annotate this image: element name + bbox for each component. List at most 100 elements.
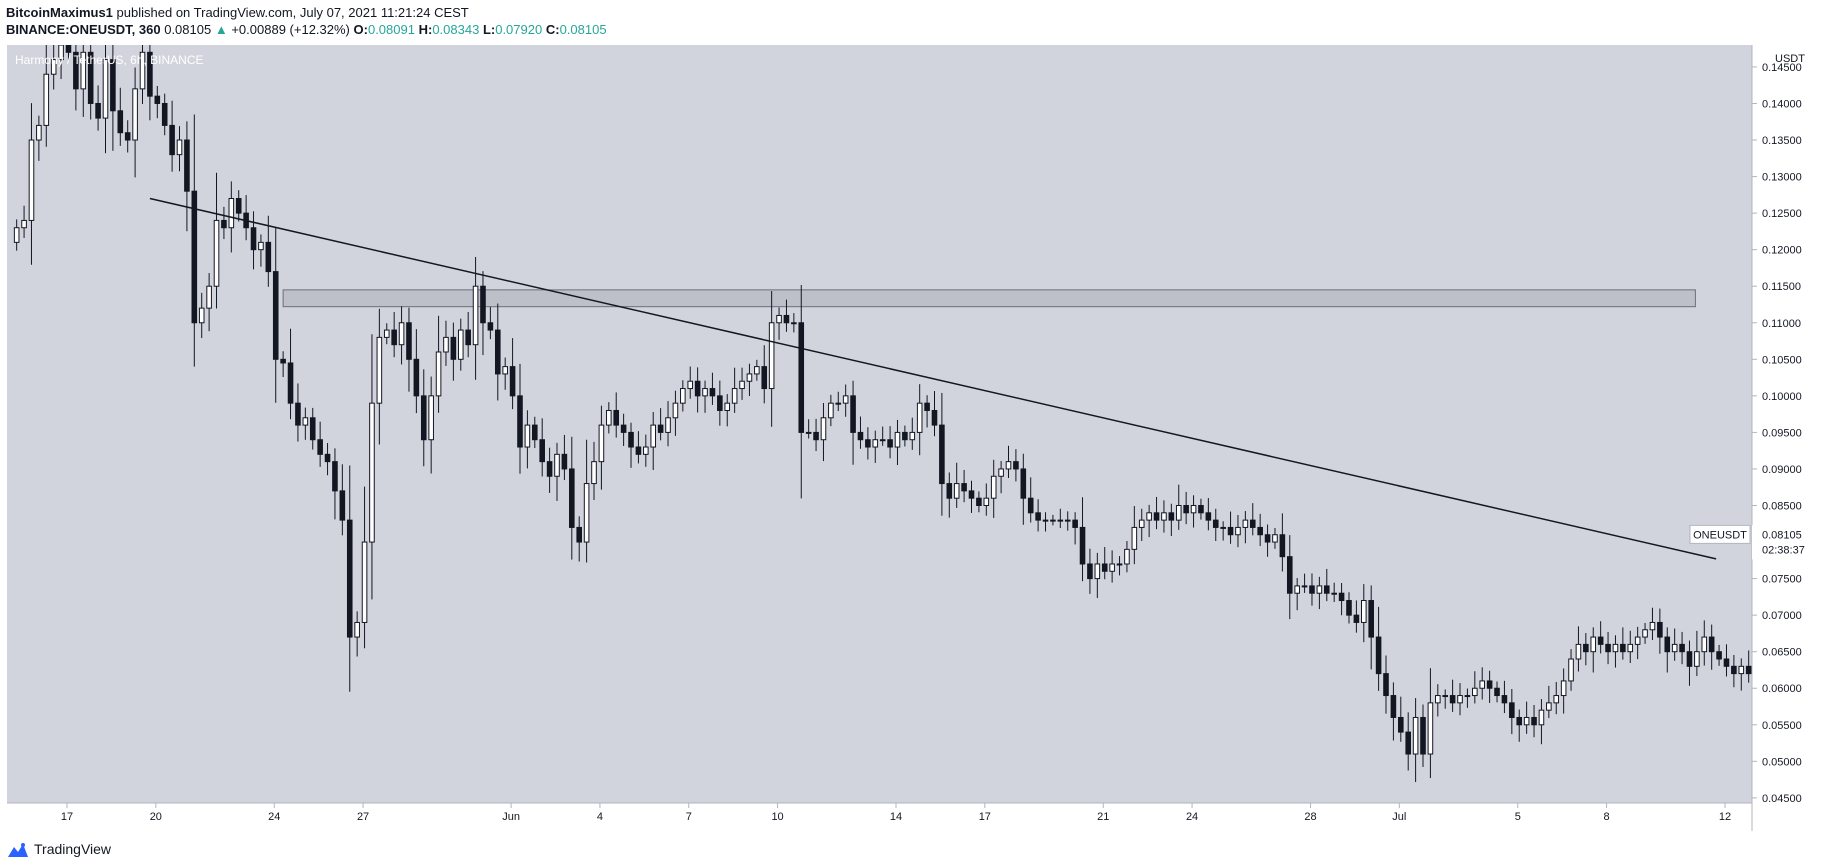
candle[interactable]: [361, 486, 368, 649]
candle[interactable]: [1731, 654, 1737, 688]
candle[interactable]: [746, 363, 753, 396]
candle[interactable]: [1427, 668, 1434, 779]
candle[interactable]: [1383, 655, 1389, 714]
candle[interactable]: [709, 372, 716, 405]
candle[interactable]: [265, 215, 272, 287]
candle[interactable]: [1183, 491, 1189, 525]
candle[interactable]: [835, 391, 842, 412]
candle[interactable]: [606, 402, 612, 434]
candle[interactable]: [1449, 679, 1456, 712]
candle[interactable]: [1649, 607, 1656, 640]
candle[interactable]: [813, 418, 819, 452]
candle[interactable]: [13, 219, 20, 251]
candle[interactable]: [665, 401, 671, 447]
candle[interactable]: [946, 472, 953, 518]
candle[interactable]: [717, 380, 723, 426]
candle[interactable]: [450, 322, 457, 381]
candle[interactable]: [1235, 514, 1241, 548]
candle[interactable]: [398, 306, 405, 365]
candle[interactable]: [894, 419, 901, 466]
candle[interactable]: [546, 447, 553, 493]
candle[interactable]: [1309, 573, 1315, 606]
candle[interactable]: [850, 380, 856, 465]
candle[interactable]: [805, 419, 812, 439]
candle[interactable]: [184, 121, 190, 232]
candle[interactable]: [598, 405, 605, 490]
candle[interactable]: [561, 434, 568, 481]
candle[interactable]: [406, 307, 412, 392]
candle[interactable]: [1657, 608, 1663, 654]
candle[interactable]: [865, 427, 871, 460]
candle[interactable]: [457, 318, 464, 371]
candle[interactable]: [1242, 511, 1249, 544]
candle[interactable]: [1346, 592, 1352, 624]
candle[interactable]: [1353, 600, 1360, 633]
candle[interactable]: [443, 320, 449, 366]
candle[interactable]: [110, 41, 116, 151]
candle[interactable]: [1109, 550, 1115, 583]
candle[interactable]: [931, 391, 938, 437]
candle[interactable]: [524, 410, 531, 469]
candle[interactable]: [554, 442, 560, 501]
candle[interactable]: [324, 443, 331, 476]
candle[interactable]: [198, 292, 205, 339]
candle[interactable]: [95, 85, 101, 131]
candle[interactable]: [783, 299, 790, 332]
candle[interactable]: [1620, 627, 1626, 660]
candle[interactable]: [1701, 620, 1708, 666]
candle[interactable]: [235, 190, 242, 222]
candle[interactable]: [643, 434, 649, 467]
candle[interactable]: [413, 329, 420, 414]
candle[interactable]: [1708, 624, 1715, 670]
candle[interactable]: [953, 462, 960, 508]
candle[interactable]: [147, 23, 153, 121]
candle[interactable]: [1138, 508, 1145, 542]
candle[interactable]: [983, 483, 990, 516]
candle[interactable]: [1605, 631, 1611, 665]
candle[interactable]: [776, 307, 782, 340]
candle[interactable]: [80, 33, 87, 117]
candle[interactable]: [569, 436, 575, 560]
candle[interactable]: [1575, 626, 1582, 672]
candle[interactable]: [272, 228, 279, 403]
candle[interactable]: [761, 345, 768, 404]
candle[interactable]: [1516, 709, 1523, 742]
candle[interactable]: [687, 366, 694, 399]
candle[interactable]: [391, 312, 397, 358]
resistance-zone[interactable]: [282, 289, 1696, 308]
plot-area[interactable]: [7, 45, 1752, 803]
candle[interactable]: [1360, 584, 1367, 643]
candle[interactable]: [1671, 628, 1678, 661]
candle[interactable]: [1094, 552, 1101, 599]
candle[interactable]: [295, 383, 301, 442]
candle[interactable]: [872, 430, 879, 463]
candle[interactable]: [650, 411, 657, 471]
candle[interactable]: [1442, 689, 1449, 709]
candle[interactable]: [1301, 573, 1308, 593]
candle[interactable]: [909, 417, 916, 450]
candle[interactable]: [494, 303, 501, 401]
candle[interactable]: [509, 338, 516, 410]
candle[interactable]: [435, 315, 442, 413]
candle[interactable]: [1264, 524, 1271, 557]
candle[interactable]: [1634, 626, 1641, 660]
candle[interactable]: [1205, 498, 1212, 531]
candle[interactable]: [857, 416, 864, 449]
candle[interactable]: [694, 367, 701, 413]
candle[interactable]: [1279, 513, 1286, 572]
candle[interactable]: [635, 431, 642, 464]
candle[interactable]: [1027, 477, 1034, 523]
candle[interactable]: [591, 441, 597, 501]
candle[interactable]: [739, 367, 745, 400]
candle[interactable]: [1368, 585, 1374, 670]
candle[interactable]: [1398, 696, 1404, 742]
candle[interactable]: [1553, 681, 1560, 715]
candle[interactable]: [1087, 548, 1093, 594]
candle[interactable]: [346, 465, 353, 692]
candle[interactable]: [1042, 512, 1049, 532]
candle[interactable]: [169, 100, 175, 172]
candle[interactable]: [1101, 546, 1108, 580]
candle[interactable]: [1568, 649, 1574, 691]
candle[interactable]: [879, 426, 886, 446]
candle[interactable]: [1131, 506, 1138, 565]
